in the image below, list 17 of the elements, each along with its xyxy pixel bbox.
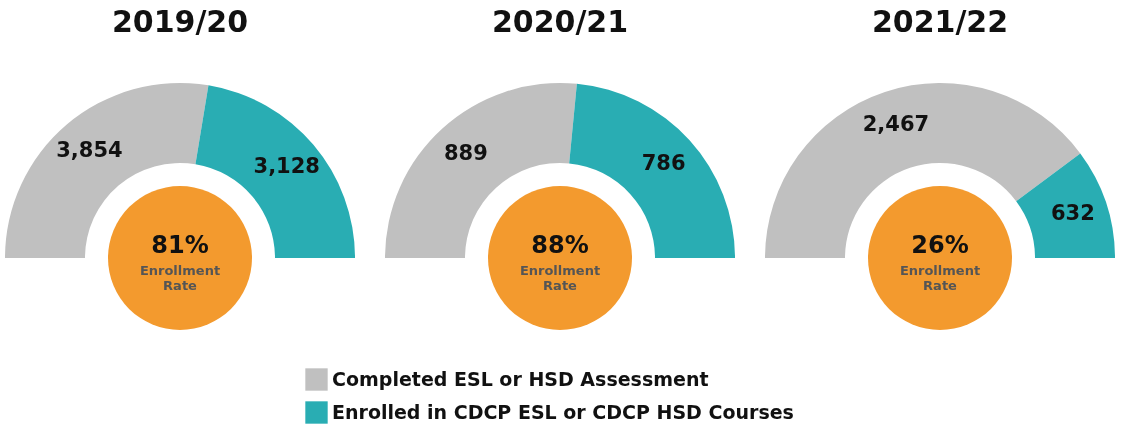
data-label: 632 bbox=[1050, 200, 1095, 225]
text: 88% bbox=[531, 231, 589, 259]
data-label: 3,128 bbox=[253, 154, 320, 179]
data-label: 889 bbox=[443, 141, 488, 166]
legend-label: Enrolled in CDCP ESL or CDCP HSD Courses bbox=[332, 400, 794, 423]
chart-title: 2019/20 bbox=[111, 4, 249, 39]
data-label: 2,467 bbox=[862, 112, 930, 137]
text: 26% bbox=[911, 231, 969, 259]
chart-title: 2020/21 bbox=[491, 4, 629, 39]
text: 81% bbox=[151, 231, 209, 259]
chart-title: 2021/22 bbox=[871, 4, 1009, 39]
data-label: 3,854 bbox=[56, 138, 123, 163]
text: Enrollment Rate bbox=[899, 263, 981, 293]
legend-label: Completed ESL or HSD Assessment bbox=[332, 367, 709, 390]
text: Enrollment Rate bbox=[519, 263, 601, 293]
text: Enrollment Rate bbox=[139, 263, 221, 293]
data-label: 786 bbox=[641, 150, 686, 175]
